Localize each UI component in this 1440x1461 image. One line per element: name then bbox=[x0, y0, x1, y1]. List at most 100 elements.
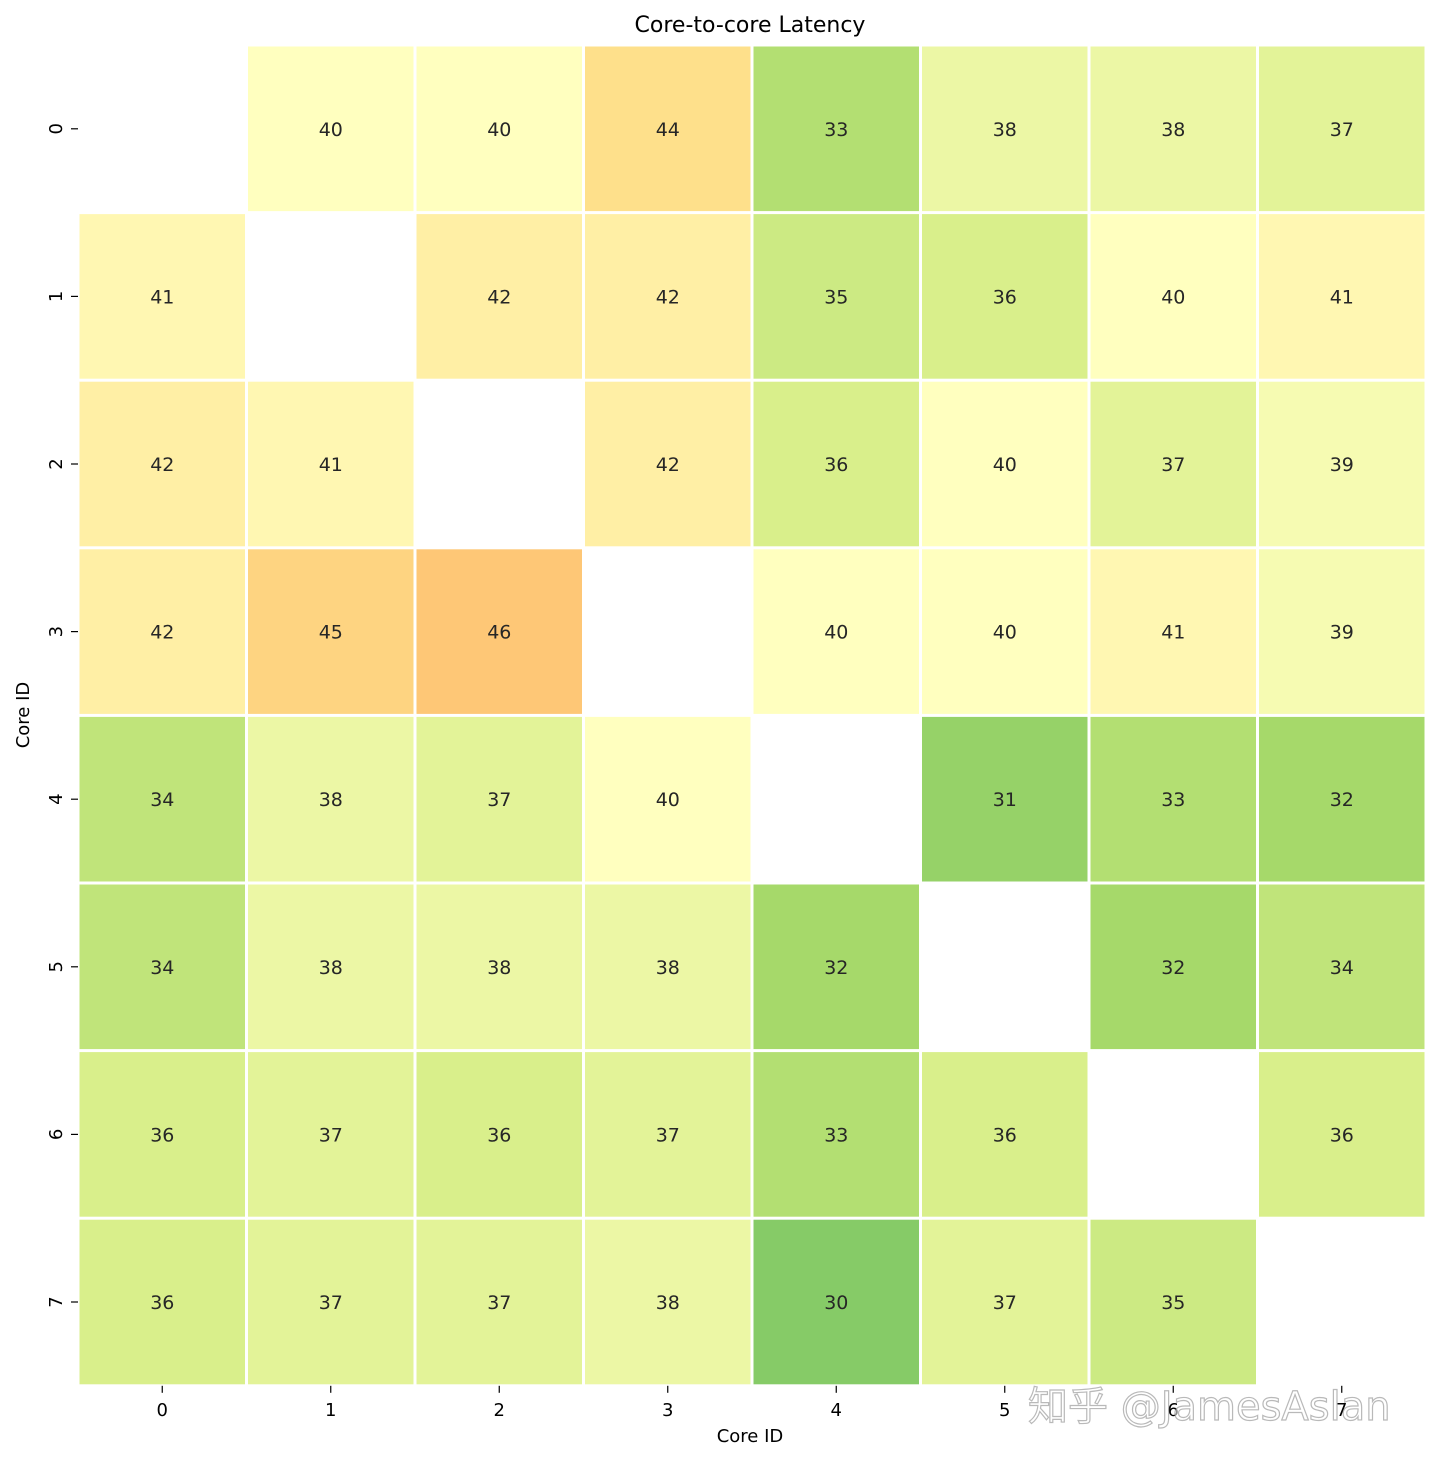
cell-value-label-5-3: 38 bbox=[656, 957, 680, 979]
heatmap-cell-1-7 bbox=[1259, 214, 1425, 379]
cell-value-label-2-5: 40 bbox=[993, 454, 1017, 476]
heatmap-cell-3-0 bbox=[79, 549, 245, 714]
cell-value-label-5-0: 34 bbox=[150, 957, 174, 979]
cell-value-label-3-0: 42 bbox=[150, 622, 174, 644]
cell-value-label-5-6: 32 bbox=[1161, 957, 1185, 979]
cell-value-label-7-4: 30 bbox=[824, 1292, 848, 1314]
chart-title: Core-to-core Latency bbox=[635, 13, 866, 38]
heatmap-cell-6-0 bbox=[79, 1052, 245, 1217]
heatmap-cell-5-7 bbox=[1259, 884, 1425, 1050]
y-tick-label-0: 0 bbox=[46, 123, 67, 134]
heatmap-cell-3-1 bbox=[248, 549, 414, 714]
heatmap-cell-5-1 bbox=[248, 884, 414, 1050]
heatmap-cell-1-5 bbox=[922, 214, 1088, 379]
cell-value-label-0-3: 44 bbox=[656, 119, 680, 141]
x-tick-label-0: 0 bbox=[157, 1400, 168, 1421]
heatmap-cell-4-7 bbox=[1259, 716, 1425, 882]
cell-value-label-6-2: 36 bbox=[487, 1124, 511, 1146]
cell-value-label-6-0: 36 bbox=[150, 1124, 174, 1146]
cell-value-label-3-7: 39 bbox=[1330, 622, 1354, 644]
heatmap-cell-3-2 bbox=[416, 549, 582, 714]
y-tick-label-1: 1 bbox=[46, 291, 67, 302]
cell-value-label-4-5: 31 bbox=[993, 789, 1017, 811]
cell-value-label-0-2: 40 bbox=[487, 119, 511, 141]
heatmap-cell-6-2 bbox=[416, 1052, 582, 1217]
y-tick-label-5: 5 bbox=[46, 961, 67, 972]
heatmap-cell-1-6 bbox=[1090, 214, 1256, 379]
heatmap-cell-4-3 bbox=[585, 716, 751, 882]
cell-value-label-5-4: 32 bbox=[824, 957, 848, 979]
cell-value-label-4-3: 40 bbox=[656, 789, 680, 811]
heatmap-cell-4-1 bbox=[248, 716, 414, 882]
cell-value-label-1-6: 40 bbox=[1161, 286, 1185, 308]
cell-value-label-3-4: 40 bbox=[824, 622, 848, 644]
heatmap-cell-4-6 bbox=[1090, 716, 1256, 882]
heatmap-cell-0-7 bbox=[1259, 46, 1425, 212]
heatmap-cell-7-4 bbox=[753, 1219, 919, 1385]
heatmap-cell-5-3 bbox=[585, 884, 751, 1050]
heatmap-cell-6-5 bbox=[922, 1052, 1088, 1217]
x-tick-label-4: 4 bbox=[831, 1400, 842, 1421]
cell-value-label-7-0: 36 bbox=[150, 1292, 174, 1314]
cell-value-label-1-4: 35 bbox=[824, 286, 848, 308]
cell-value-label-3-5: 40 bbox=[993, 622, 1017, 644]
y-tick-label-2: 2 bbox=[46, 458, 67, 469]
heatmap-cell-0-1 bbox=[248, 46, 414, 212]
cell-value-label-5-7: 34 bbox=[1330, 957, 1354, 979]
heatmap-cell-2-6 bbox=[1090, 381, 1256, 547]
heatmap-cell-1-2 bbox=[416, 214, 582, 379]
heatmap-cell-7-5 bbox=[922, 1219, 1088, 1385]
cell-value-label-7-3: 38 bbox=[656, 1292, 680, 1314]
heatmap-cell-7-6 bbox=[1090, 1219, 1256, 1385]
y-axis-ticks: 0 1 2 3 4 5 6 7 bbox=[46, 123, 78, 1308]
heatmap-cell-6-4 bbox=[753, 1052, 919, 1217]
cell-value-label-6-5: 36 bbox=[993, 1124, 1017, 1146]
cell-value-label-4-2: 37 bbox=[487, 789, 511, 811]
heatmap-cell-4-5 bbox=[922, 716, 1088, 882]
cell-value-label-6-3: 37 bbox=[656, 1124, 680, 1146]
cell-value-label-2-3: 42 bbox=[656, 454, 680, 476]
heatmap-cell-7-3 bbox=[585, 1219, 751, 1385]
cell-value-label-5-1: 38 bbox=[319, 957, 343, 979]
heatmap-cell-6-1 bbox=[248, 1052, 414, 1217]
cell-value-label-6-4: 33 bbox=[824, 1124, 848, 1146]
heatmap-cell-1-4 bbox=[753, 214, 919, 379]
cell-value-label-2-6: 37 bbox=[1161, 454, 1185, 476]
heatmap-cell-4-0 bbox=[79, 716, 245, 882]
x-axis-ticks: 0 1 2 3 4 5 6 7 bbox=[157, 1385, 1347, 1421]
cell-value-label-0-7: 37 bbox=[1330, 119, 1354, 141]
watermark: 知乎 @JamesAslan bbox=[1028, 1384, 1391, 1430]
x-axis-label: Core ID bbox=[717, 1426, 784, 1447]
cell-value-label-3-2: 46 bbox=[487, 622, 511, 644]
cell-value-label-6-1: 37 bbox=[319, 1124, 343, 1146]
cell-value-label-0-1: 40 bbox=[319, 119, 343, 141]
cell-value-label-2-7: 39 bbox=[1330, 454, 1354, 476]
x-tick-label-1: 1 bbox=[325, 1400, 336, 1421]
y-tick-label-7: 7 bbox=[46, 1296, 67, 1307]
heatmap-cell-1-3 bbox=[585, 214, 751, 379]
cell-value-label-4-0: 34 bbox=[150, 789, 174, 811]
cell-value-label-1-5: 36 bbox=[993, 286, 1017, 308]
heatmap-cell-7-0 bbox=[79, 1219, 245, 1385]
x-tick-label-6: 6 bbox=[1168, 1400, 1179, 1421]
heatmap-cell-5-0 bbox=[79, 884, 245, 1050]
heatmap-cell-2-3 bbox=[585, 381, 751, 547]
cell-value-label-4-7: 32 bbox=[1330, 789, 1354, 811]
heatmap-cell-7-1 bbox=[248, 1219, 414, 1385]
heatmap-cell-3-7 bbox=[1259, 549, 1425, 714]
cell-value-label-0-6: 38 bbox=[1161, 119, 1185, 141]
cell-value-label-1-2: 42 bbox=[487, 286, 511, 308]
cell-value-label-7-1: 37 bbox=[319, 1292, 343, 1314]
heatmap-cell-6-3 bbox=[585, 1052, 751, 1217]
cell-value-label-6-7: 36 bbox=[1330, 1124, 1354, 1146]
cell-value-label-1-0: 41 bbox=[150, 286, 174, 308]
cell-value-label-2-4: 36 bbox=[824, 454, 848, 476]
heatmap-cell-3-6 bbox=[1090, 549, 1256, 714]
y-tick-label-3: 3 bbox=[46, 626, 67, 637]
heatmap-cell-6-7 bbox=[1259, 1052, 1425, 1217]
x-tick-label-3: 3 bbox=[662, 1400, 673, 1421]
heatmap-cells: 40 40 44 33 38 38 37 41 42 42 35 36 40 41 42 41 42 36 40 37… bbox=[79, 46, 1425, 1385]
heatmap-cell-2-4 bbox=[753, 381, 919, 547]
y-axis-label: Core ID bbox=[13, 682, 34, 749]
